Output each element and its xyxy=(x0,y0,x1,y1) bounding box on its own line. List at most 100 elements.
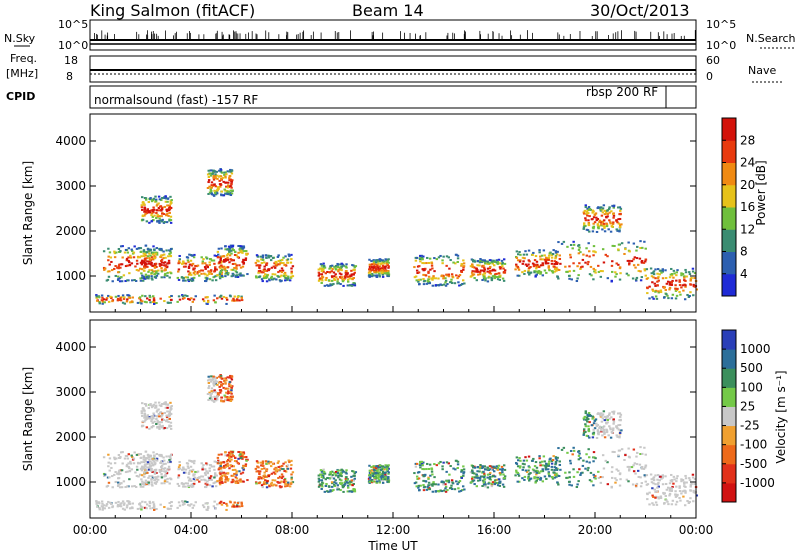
power-echo-cell xyxy=(108,270,111,273)
power-echo-cell xyxy=(150,209,153,212)
power-echo-cell xyxy=(387,266,390,269)
power-echo-cell xyxy=(265,263,268,266)
power-echo-cell xyxy=(230,192,234,195)
velocity-echo-cell xyxy=(239,480,243,483)
power-echo-cell xyxy=(195,265,198,268)
power-echo-cell xyxy=(421,262,424,265)
power-echo-cell xyxy=(486,267,490,270)
power-echo-cell xyxy=(562,240,566,243)
velocity-echo-cell xyxy=(127,462,130,465)
velocity-echo-cell xyxy=(204,473,207,476)
velocity-echo-cell xyxy=(154,458,157,461)
velocity-echo-cell xyxy=(479,465,482,468)
power-echo-cell xyxy=(652,271,655,274)
y-tick-label: 4000 xyxy=(55,134,86,148)
freq-tick-top: 18 xyxy=(64,54,78,67)
velocity-echo-cell xyxy=(387,464,390,467)
power-echo-cell xyxy=(163,220,166,223)
power-echo-cell xyxy=(208,263,211,266)
power-echo-cell xyxy=(657,279,660,282)
power-echo-cell xyxy=(222,194,226,197)
power-echo-cell xyxy=(615,262,618,265)
velocity-echo-cell xyxy=(459,489,463,492)
power-echo-cell xyxy=(280,271,283,274)
power-echo-cell xyxy=(102,250,106,253)
power-echo-cell xyxy=(149,296,152,299)
power-echo-cell xyxy=(417,271,421,274)
colorbar-tick-label: 12 xyxy=(740,222,755,236)
velocity-echo-cell xyxy=(545,477,548,480)
velocity-echo-cell xyxy=(163,403,166,406)
power-echo-cell xyxy=(600,214,604,217)
velocity-echo-cell xyxy=(605,429,608,432)
power-echo-cell xyxy=(425,282,429,285)
power-echo-cell xyxy=(108,263,111,266)
velocity-echo-cell xyxy=(169,412,173,415)
power-echo-cell xyxy=(181,295,185,298)
power-echo-cell xyxy=(566,245,569,248)
velocity-echo-cell xyxy=(223,474,227,477)
velocity-echo-cell xyxy=(276,461,280,464)
velocity-echo-cell xyxy=(586,415,589,418)
velocity-echo-cell xyxy=(154,462,157,465)
velocity-echo-cell xyxy=(200,462,203,465)
power-echo-cell xyxy=(588,215,591,218)
velocity-echo-cell xyxy=(235,472,238,475)
power-echo-cell xyxy=(160,259,163,262)
velocity-echo-cell xyxy=(158,425,161,428)
station-title: King Salmon (fitACF) xyxy=(90,1,255,20)
power-echo-cell xyxy=(221,268,224,271)
power-echo-cell xyxy=(100,299,104,302)
velocity-echo-cell xyxy=(176,482,180,485)
power-echo-cell xyxy=(169,201,173,204)
velocity-echo-cell xyxy=(381,473,384,476)
power-echo-cell xyxy=(470,275,473,278)
velocity-echo-cell xyxy=(517,473,520,476)
velocity-echo-cell xyxy=(116,472,119,475)
velocity-echo-cell xyxy=(224,464,228,467)
power-echo-cell xyxy=(554,260,558,263)
power-echo-cell xyxy=(665,293,668,296)
power-echo-cell xyxy=(369,269,373,272)
velocity-echo-cell xyxy=(119,456,122,459)
power-echo-cell xyxy=(605,210,608,213)
power-echo-cell xyxy=(149,197,152,200)
colorbar-tick-label: -25 xyxy=(740,419,760,433)
power-echo-cell xyxy=(148,211,152,214)
power-echo-cell xyxy=(283,264,286,267)
velocity-echo-cell xyxy=(264,460,268,463)
power-echo-cell xyxy=(290,270,293,273)
velocity-echo-cell xyxy=(105,503,109,506)
power-echo-cell xyxy=(577,274,580,277)
power-echo-cell xyxy=(119,263,122,266)
y-tick-label: 2000 xyxy=(55,224,86,238)
velocity-echo-cell xyxy=(144,419,147,422)
power-echo-cell xyxy=(136,262,139,265)
power-echo-cell xyxy=(156,215,159,218)
power-echo-cell xyxy=(681,284,685,287)
velocity-echo-cell xyxy=(290,476,293,479)
power-echo-cell xyxy=(231,179,234,182)
velocity-echo-cell xyxy=(213,500,216,503)
power-echo-cell xyxy=(557,241,560,244)
velocity-echo-cell xyxy=(684,491,687,494)
velocity-echo-cell xyxy=(152,412,155,415)
velocity-echo-cell xyxy=(598,425,602,428)
power-echo-cell xyxy=(330,279,334,282)
velocity-echo-cell xyxy=(156,409,159,412)
velocity-echo-cell xyxy=(640,467,644,470)
power-echo-cell xyxy=(543,254,546,257)
power-echo-cell xyxy=(143,253,147,256)
power-echo-cell xyxy=(501,277,505,280)
power-echo-cell xyxy=(317,274,321,277)
power-echo-cell xyxy=(444,279,448,282)
velocity-echo-cell xyxy=(481,485,484,488)
power-echo-cell xyxy=(415,256,419,259)
power-echo-cell xyxy=(142,277,146,280)
power-echo-cell xyxy=(587,206,591,209)
power-echo-cell xyxy=(108,251,112,254)
velocity-echo-cell xyxy=(483,483,487,486)
power-echo-cell xyxy=(536,271,540,274)
power-echo-cell xyxy=(587,224,591,227)
